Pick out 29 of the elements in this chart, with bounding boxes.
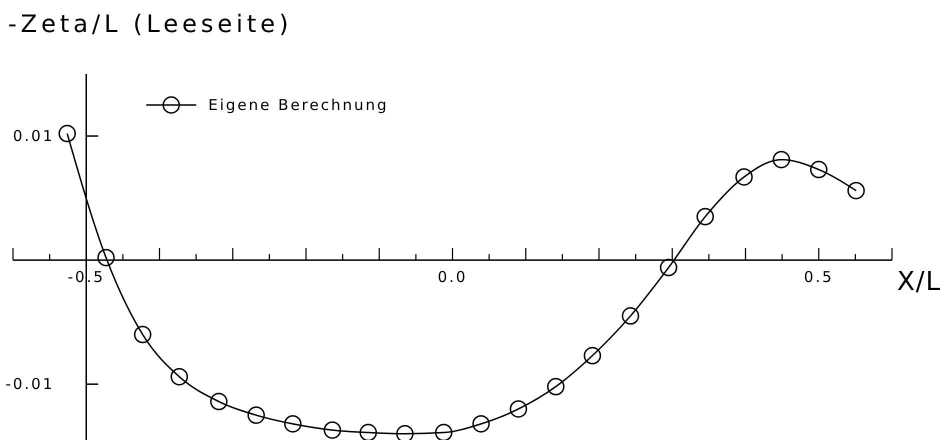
point [735,168,753,186]
point [547,378,565,396]
point [772,150,790,168]
x-axis-title: X/L [897,267,942,298]
point [210,392,228,410]
point [247,406,265,424]
x-tick-label: 0.0 [438,268,468,286]
point [510,400,528,418]
y-tick-label: -0.01 [5,375,54,394]
y-tick-label: 0.01 [12,127,54,146]
point [847,182,865,200]
point [696,208,714,226]
legend-label: Eigene Berechnung [208,96,389,114]
point [170,368,188,386]
point [434,424,452,440]
point [134,326,152,344]
point [472,415,490,433]
point [396,425,414,440]
point [584,346,602,364]
point [810,160,828,178]
point [360,424,378,440]
chart-title: -Zeta/L (Leeseite) [8,10,292,38]
point [58,124,76,142]
point [324,421,342,439]
point [660,258,678,276]
point [284,415,302,433]
point [622,307,640,325]
point [97,248,115,266]
x-tick-label: 0.5 [804,268,834,286]
